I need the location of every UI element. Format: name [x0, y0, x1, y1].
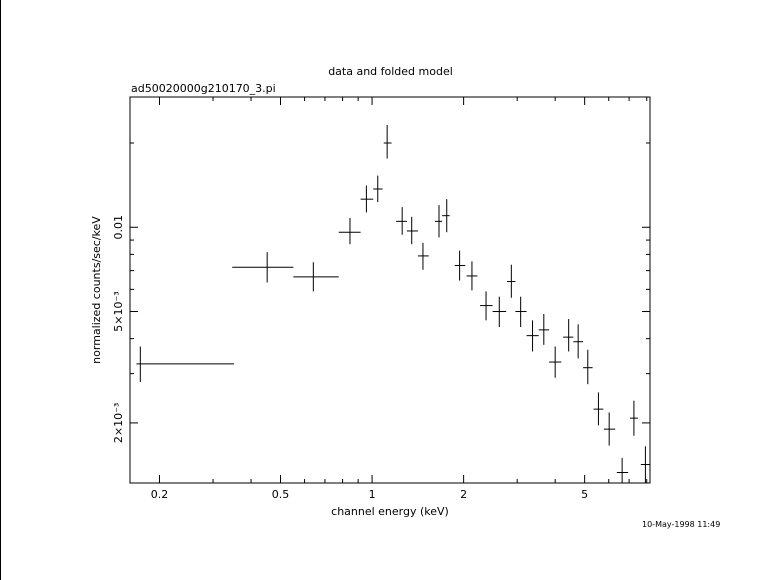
data-point [630, 400, 638, 436]
data-point [538, 313, 550, 345]
y-axis-label: normalized counts/sec/keV [90, 216, 103, 364]
data-point [454, 250, 466, 281]
data-point [593, 392, 604, 426]
x-tick-label: 0.5 [272, 488, 290, 501]
y-tick-label: 0.01 [112, 215, 125, 240]
left-border-rule [0, 0, 1, 580]
data-point [563, 319, 574, 352]
data-point [492, 296, 507, 328]
data-point [360, 185, 374, 213]
data-point [136, 346, 235, 383]
data-point [373, 175, 383, 203]
x-axis-label: channel energy (keV) [331, 505, 449, 518]
data-point [526, 320, 539, 352]
chart-subtitle: ad50020000g210170_3.pi [131, 82, 276, 95]
data-points [136, 124, 650, 483]
data-point [466, 261, 478, 291]
x-tick-label: 5 [581, 488, 588, 501]
data-point [616, 457, 629, 483]
data-point [573, 324, 584, 359]
x-tick-label: 2 [460, 488, 467, 501]
data-point [396, 207, 407, 235]
data-point [583, 349, 593, 385]
data-point [603, 412, 616, 446]
axis-ticks [130, 97, 650, 483]
data-point [417, 242, 429, 270]
y-tick-label: 2×10⁻³ [112, 403, 125, 443]
x-tick-label: 1 [369, 488, 376, 501]
data-point [442, 199, 450, 233]
data-point [293, 262, 339, 292]
data-point [515, 296, 527, 328]
data-point [549, 346, 562, 378]
data-point [434, 205, 443, 238]
chart-title: data and folded model [328, 65, 453, 78]
data-point [406, 216, 418, 245]
data-point [507, 264, 516, 298]
axis-tick-labels: 0.2 0.5 1 2 5 0.01 5×10⁻³ 2×10⁻³ [112, 215, 588, 501]
data-point [640, 446, 650, 483]
data-point [232, 252, 294, 283]
data-point [480, 291, 493, 321]
y-tick-label: 5×10⁻³ [112, 291, 125, 331]
data-point [338, 217, 361, 245]
plot-frame [129, 96, 651, 484]
x-tick-label: 0.2 [151, 488, 169, 501]
data-point [383, 124, 392, 159]
timestamp: 10-May-1998 11:49 [642, 520, 721, 529]
